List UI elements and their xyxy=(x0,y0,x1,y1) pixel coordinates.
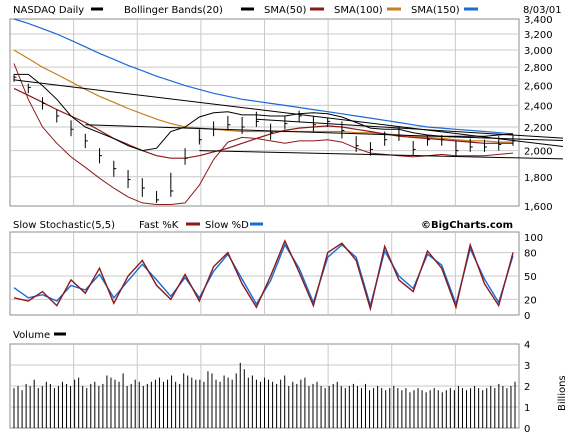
price-tick-label: 2,000 xyxy=(524,147,553,158)
sma100-legend-label: SMA(100) xyxy=(334,5,383,16)
price-tick-label: 2,800 xyxy=(524,63,553,74)
index-label: NASDAQ Daily xyxy=(13,5,84,16)
trendline xyxy=(13,79,564,148)
stoch-slow-label: Slow %D xyxy=(205,220,249,231)
stoch-tick-label: 50 xyxy=(524,272,537,283)
price-tick-label: 1,800 xyxy=(524,173,553,184)
sma150-legend-label: SMA(150) xyxy=(411,5,460,16)
price-tick-label: 2,200 xyxy=(524,123,553,134)
sma100-line xyxy=(13,49,513,143)
volume-title: Volume xyxy=(13,330,50,341)
stoch-tick-label: 100 xyxy=(524,233,543,244)
sma50-legend-label: SMA(50) xyxy=(264,5,306,16)
price-tick-label: 3,000 xyxy=(524,46,553,57)
volume-tick-label: 2 xyxy=(524,382,530,393)
price-tick-label: 1,600 xyxy=(524,202,553,213)
stoch-tick-label: 20 xyxy=(524,295,537,306)
sma50-line xyxy=(13,87,513,159)
credit-label: ©BigCharts.com xyxy=(421,220,513,231)
price-tick-label: 3,400 xyxy=(524,15,553,26)
stoch-tick-label: 80 xyxy=(524,249,537,260)
trendline xyxy=(199,150,564,160)
price-tick-label: 3,200 xyxy=(524,30,553,41)
trendline xyxy=(256,118,564,139)
bollinger-legend-label: Bollinger Bands(20) xyxy=(124,5,223,16)
volume-tick-label: 1 xyxy=(524,403,530,414)
date-label: 8/03/01 xyxy=(523,5,562,16)
stoch-fast-label: Fast %K xyxy=(139,220,179,231)
stoch-tick-label: 0 xyxy=(524,311,530,322)
price-tick-label: 2,400 xyxy=(524,101,553,112)
stoch-fast-k-line xyxy=(13,239,514,312)
price-tick-label: 2,600 xyxy=(524,82,553,93)
bollinger-upper-line xyxy=(14,73,514,152)
sma150-line xyxy=(13,18,514,135)
volume-tick-label: 4 xyxy=(524,340,530,351)
trendline xyxy=(85,124,564,142)
stoch-title: Slow Stochastic(5,5) xyxy=(13,220,115,231)
volume-tick-label: 0 xyxy=(524,424,530,435)
volume-tick-label: 3 xyxy=(524,361,530,372)
volume-axis-unit: Billions xyxy=(557,375,568,411)
